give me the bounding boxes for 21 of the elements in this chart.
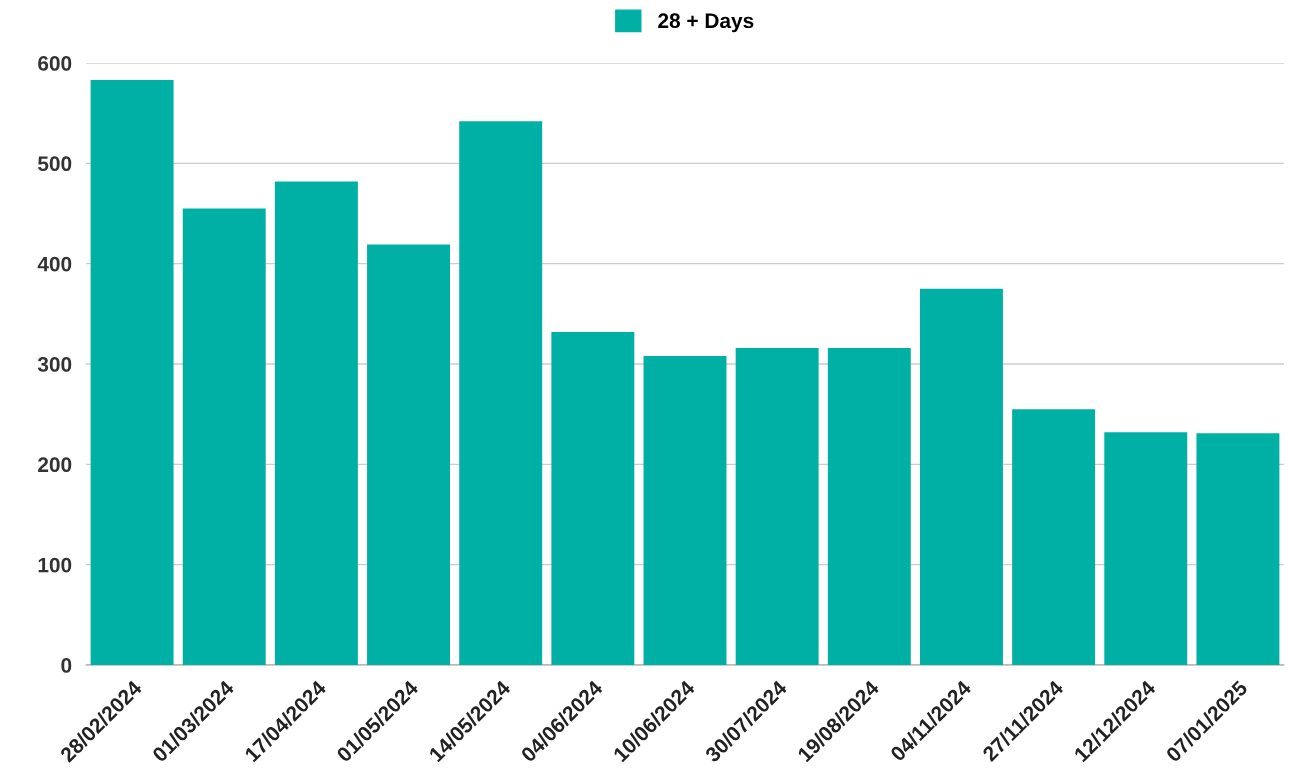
- bar: [827, 347, 911, 665]
- legend-label: 28 + Days: [658, 13, 754, 33]
- bar: [274, 181, 358, 665]
- bar: [1196, 433, 1280, 665]
- y-tick-label: 300: [37, 357, 72, 372]
- y-tick-label: 100: [38, 557, 72, 573]
- bar: [735, 347, 819, 665]
- y-tick-label: 400: [37, 256, 72, 272]
- bar: [551, 331, 635, 665]
- bar: [919, 288, 1003, 665]
- bar: [367, 244, 451, 665]
- y-tick-label: 500: [38, 156, 72, 172]
- bar: [1104, 432, 1188, 665]
- y-tick-label: 0: [61, 658, 72, 673]
- bar: [1012, 409, 1096, 665]
- bar: [643, 355, 727, 665]
- y-tick-label: 600: [38, 56, 72, 71]
- bar: [459, 121, 543, 665]
- bar: [90, 80, 174, 665]
- y-tick-label: 200: [38, 457, 72, 473]
- bar: [182, 208, 266, 665]
